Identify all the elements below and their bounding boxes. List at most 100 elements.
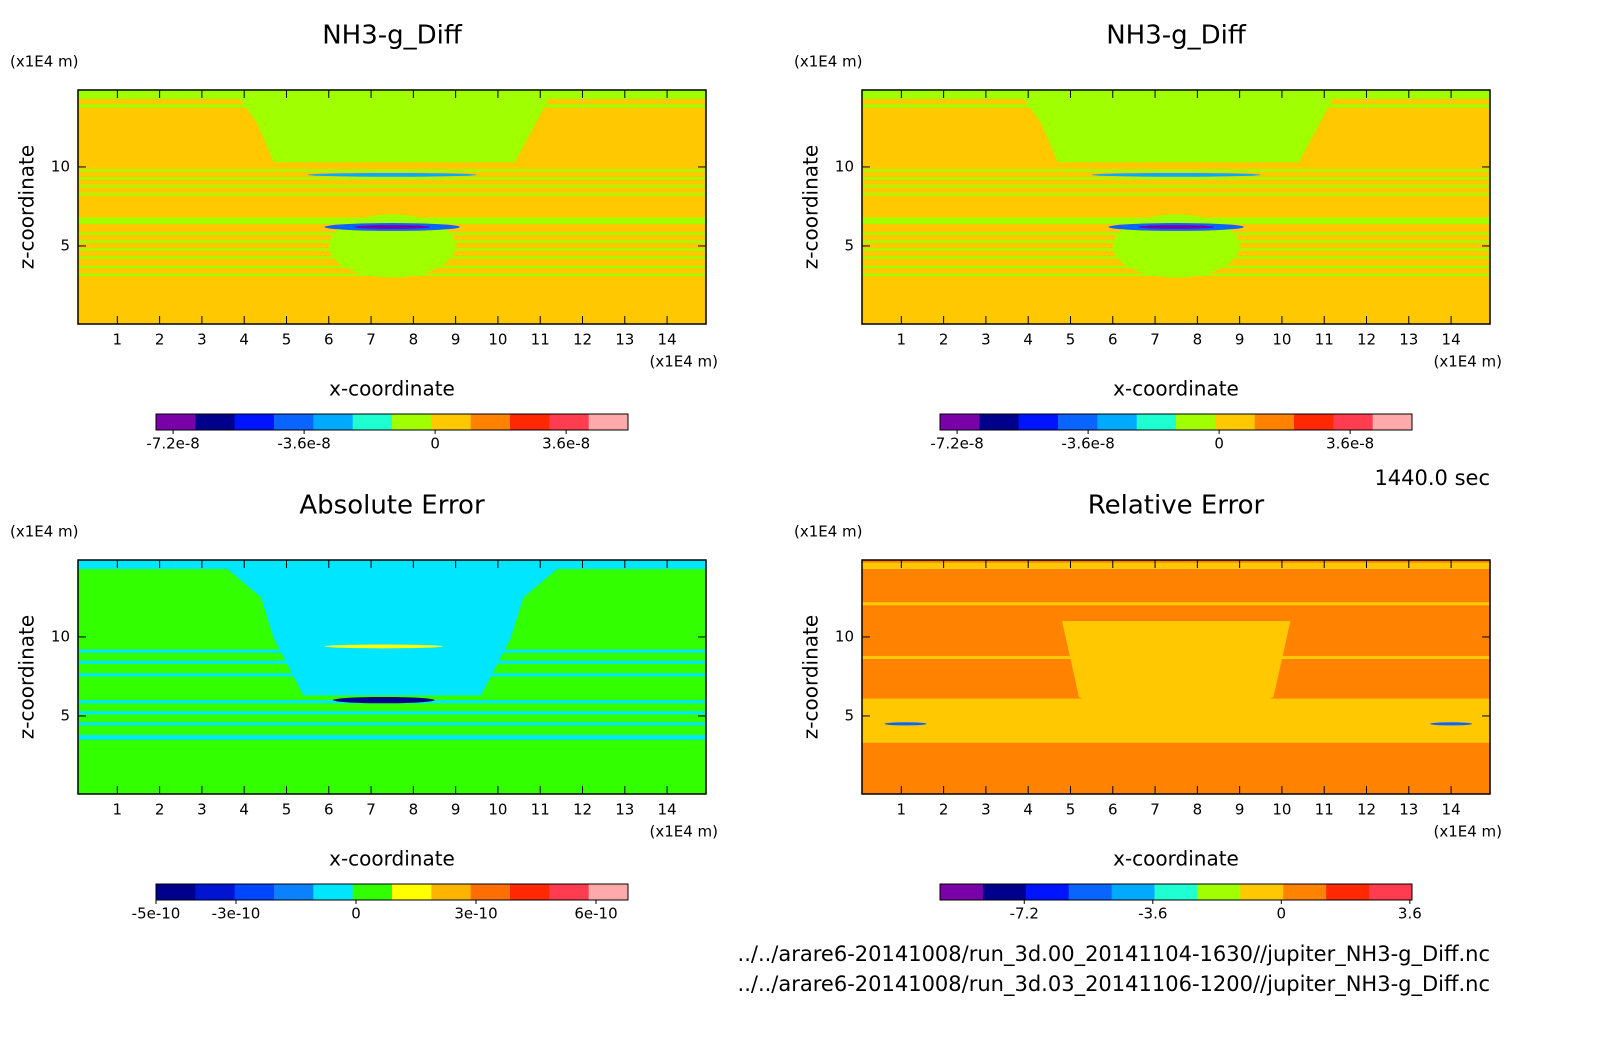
x-tick-label: 8 [1193,801,1203,819]
colorbar-swatch [510,414,550,430]
x-tick-label: 2 [155,801,165,819]
colorbar-frame [939,883,1413,901]
panel: NH3-g_Diff (x1E4 m) (x1E4 m) x-coordinate z-… [10,21,718,453]
chart-title: NH3-g_Diff [1106,21,1247,51]
x-tick-label: 9 [451,801,461,819]
x-tick-label: 1 [897,801,907,819]
field [78,90,706,324]
contour-region [78,673,706,677]
contour-region [862,193,1490,196]
colorbar-swatch [195,414,236,430]
x-unit: (x1E4 m) [649,353,718,371]
colorbar-swatch [549,414,590,430]
colorbar-tick-label: -3.6e-8 [1061,435,1114,453]
colorbar-frame [155,413,629,431]
x-tick-label: 4 [239,331,249,349]
chart-title: Relative Error [1088,491,1265,521]
x-tick-label: 11 [1315,801,1334,819]
plot-frame [861,89,1491,325]
x-tick-label: 2 [155,331,165,349]
plot-frame [861,559,1491,795]
colorbar-tick-label: -7.2e-8 [930,435,983,453]
x-tick-label: 6 [1108,801,1118,819]
contour-region [1138,225,1215,229]
colorbar-swatch [352,414,393,430]
colorbar-tick-label: 0 [430,435,440,453]
contour-region [78,90,706,100]
contour-region [862,90,1490,100]
x-tick-label: 4 [1023,331,1033,349]
x-tick-label: 3 [981,331,991,349]
field [78,560,706,794]
x-tick-label: 5 [1066,331,1076,349]
colorbar-swatch [313,884,354,900]
contour-region [324,644,443,649]
x-tick-label: 5 [282,801,292,819]
contour-region [862,169,1490,172]
contour-region [78,649,706,653]
contour-region [884,722,927,726]
plot-frame [77,89,707,325]
x-tick-label: 7 [366,801,376,819]
contour-region [307,172,477,177]
colorbar-swatch [1058,414,1098,430]
y-tick-label: 10 [51,157,70,175]
colorbar-tick-label: 0 [1214,435,1224,453]
x-tick-label: 7 [1150,331,1160,349]
y-axis-label: z-coordinate [799,615,823,739]
colorbar-tick-label: 3.6 [1398,905,1422,923]
colorbar-tick-label: 6e-10 [574,905,617,923]
colorbar-swatch [431,414,472,430]
colorbar-swatch [1294,414,1334,430]
colorbar-swatch [352,884,393,900]
contour-region [78,169,706,172]
x-tick-label: 14 [1442,331,1461,349]
colorbar-tick-label: -7.2e-8 [146,435,199,453]
colorbar-swatch [1176,414,1216,430]
contour-region [1091,172,1261,177]
x-tick-label: 1 [113,331,123,349]
colorbar-tick-label: 0 [1277,905,1287,923]
colorbar-swatch [1097,414,1138,430]
colorbar-tick-label: -7.2 [1010,905,1039,923]
x-tick-label: 13 [1399,801,1418,819]
y-tick-label: 10 [51,627,70,645]
x-tick-label: 1 [897,331,907,349]
colorbar-swatch [234,414,275,430]
x-tick-label: 12 [1357,331,1376,349]
x-tick-label: 10 [488,331,507,349]
x-tick-label: 3 [197,331,207,349]
x-tick-label: 9 [451,331,461,349]
colorbar-swatch [274,414,314,430]
colorbar-tick-label: -3.6 [1138,905,1167,923]
colorbar-swatch [979,414,1020,430]
chart-title: NH3-g_Diff [322,21,463,51]
x-tick-label: 7 [1150,801,1160,819]
colorbar-swatch [1333,414,1374,430]
x-tick-label: 5 [282,331,292,349]
colorbar-swatch [588,884,629,900]
contour-region [78,193,706,196]
x-tick-label: 13 [1399,331,1418,349]
panel: Relative Error (x1E4 m) (x1E4 m) x-coordina… [794,491,1502,923]
colorbar-swatch [195,884,236,900]
contour-region [78,711,706,715]
colorbar-swatch [392,884,432,900]
colorbar-swatch [1068,884,1113,900]
colorbar-tick-label: -3e-10 [212,905,261,923]
field [862,90,1490,324]
colorbar-swatch [1154,884,1198,900]
y-axis-label: z-coordinate [15,615,39,739]
colorbar-swatch [982,884,1027,900]
colorbar-swatch [313,414,354,430]
contour-region [78,185,706,188]
colorbar-swatch [940,414,980,430]
x-tick-label: 6 [324,801,334,819]
colorbar-swatch [392,414,432,430]
y-unit: (x1E4 m) [10,523,79,541]
contour-region [78,660,706,664]
x-tick-label: 13 [615,331,634,349]
colorbar-tick-label: -3.6e-8 [277,435,330,453]
colorbar-swatch [549,884,590,900]
contour-region [1023,99,1333,163]
